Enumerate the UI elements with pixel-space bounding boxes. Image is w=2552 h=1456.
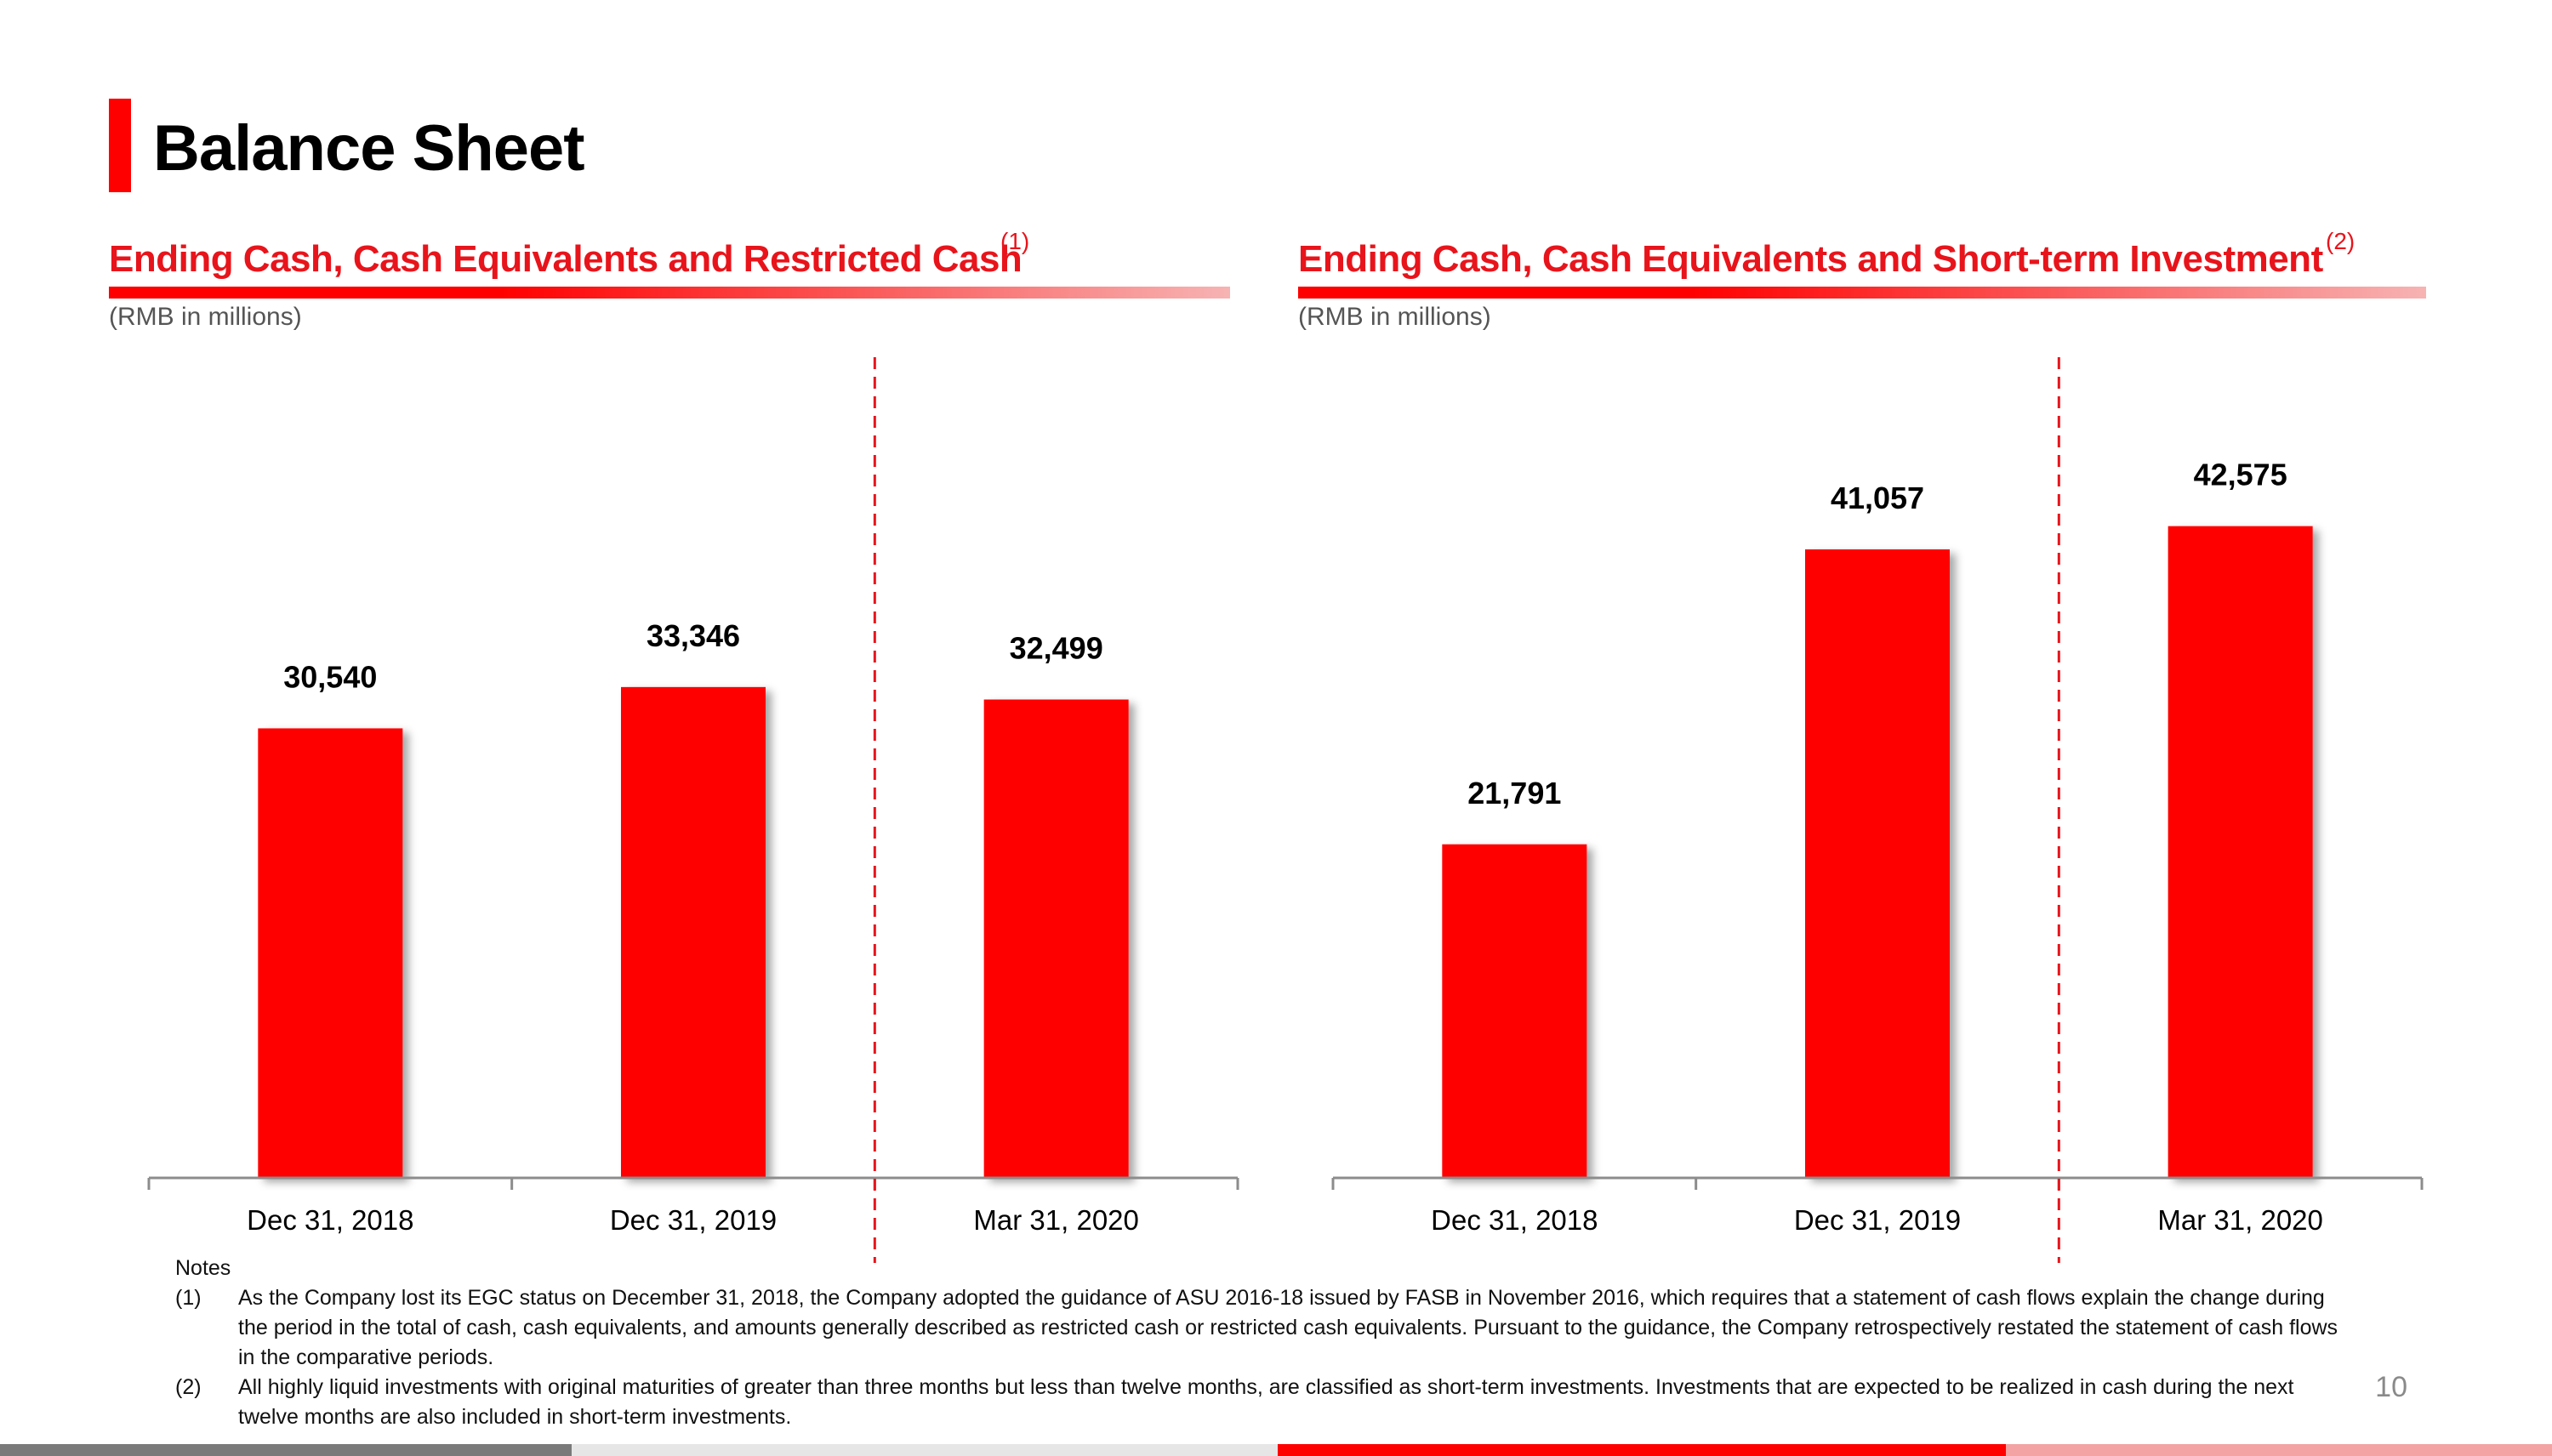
footer-bar-pink (2006, 1444, 2552, 1456)
data-label: 21,791 (1467, 776, 1561, 810)
left-section-rule (109, 287, 1230, 299)
right-section-title: Ending Cash, Cash Equivalents and Short-… (1298, 238, 2323, 280)
note-number: (2) (175, 1375, 202, 1399)
right-bar-chart: 21,791 Dec 31, 2018 41,057 Dec 31, 2019 42,5… (1331, 357, 2424, 1263)
bar-dec-31-2019 (1805, 549, 1950, 1178)
note-item: (1) As the Company lost its EGC status o… (175, 1283, 2353, 1373)
category-label: Dec 31, 2019 (610, 1204, 777, 1236)
footer-bar-red (1278, 1444, 2006, 1456)
note-text: All highly liquid investments with origi… (238, 1375, 2294, 1429)
category-label: Dec 31, 2018 (247, 1204, 413, 1236)
title-accent-bar (109, 99, 131, 192)
category-label: Mar 31, 2020 (973, 1204, 1138, 1236)
page-title: Balance Sheet (153, 112, 585, 185)
data-label: 41,057 (1831, 481, 1924, 515)
right-unit-label: (RMB in millions) (1298, 303, 1491, 331)
category-label: Dec 31, 2019 (1794, 1204, 1961, 1236)
category-label: Dec 31, 2018 (1431, 1204, 1598, 1236)
bar-mar-31-2020 (2167, 526, 2313, 1178)
note-number: (1) (175, 1286, 202, 1310)
data-label: 42,575 (2194, 458, 2287, 492)
data-label: 32,499 (1010, 631, 1103, 666)
left-unit-label: (RMB in millions) (109, 303, 302, 331)
bar-mar-31-2020 (983, 699, 1129, 1178)
data-label: 33,346 (647, 618, 740, 653)
footer-bar-light (572, 1444, 1278, 1456)
left-section-title: Ending Cash, Cash Equivalents and Restri… (109, 238, 1023, 280)
left-bar-chart: 30,540 Dec 31, 2018 33,346 Dec 31, 2019 32,4… (147, 357, 1239, 1263)
bar-dec-31-2019 (621, 686, 766, 1178)
note-text: As the Company lost its EGC status on De… (238, 1286, 2338, 1369)
footer-bar-dark (0, 1444, 572, 1456)
bar-dec-31-2018 (258, 728, 403, 1178)
notes-section: Notes (1) As the Company lost its EGC st… (175, 1254, 2353, 1432)
data-label: 30,540 (283, 659, 377, 694)
page-number: 10 (2375, 1371, 2407, 1403)
left-section-footnote-ref: (1) (1000, 228, 1030, 254)
note-item: (2) All highly liquid investments with o… (175, 1373, 2353, 1432)
bar-dec-31-2018 (1442, 844, 1587, 1178)
category-label: Mar 31, 2020 (2157, 1204, 2322, 1236)
notes-heading: Notes (175, 1256, 231, 1280)
right-section-rule (1298, 287, 2426, 299)
right-section-footnote-ref: (2) (2326, 228, 2355, 254)
